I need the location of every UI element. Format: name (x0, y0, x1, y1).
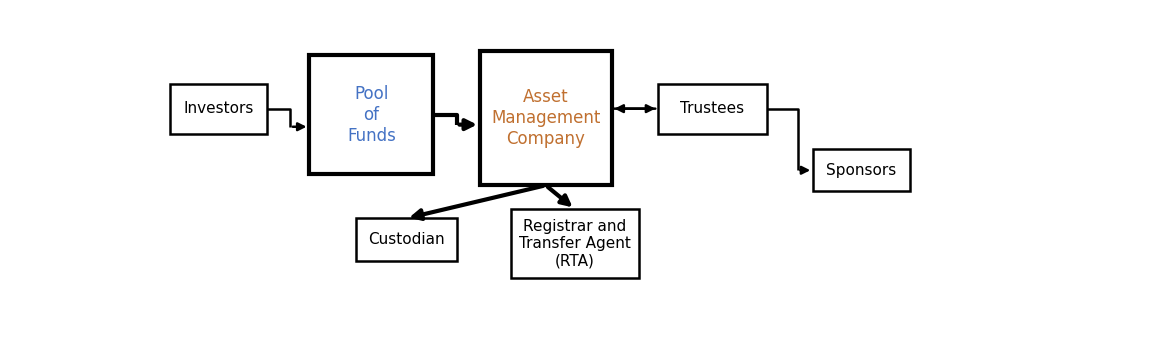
Text: Custodian: Custodian (368, 232, 445, 247)
Bar (170, 84, 266, 134)
Text: Investors: Investors (183, 101, 253, 116)
Bar (355, 218, 456, 261)
Bar (511, 209, 639, 278)
Bar (480, 51, 611, 185)
Text: Registrar and
Transfer Agent
(RTA): Registrar and Transfer Agent (RTA) (518, 219, 631, 269)
Bar (310, 55, 433, 174)
Text: Trustees: Trustees (680, 101, 745, 116)
Bar (813, 149, 910, 191)
Text: Asset
Management
Company: Asset Management Company (491, 88, 601, 148)
Text: Sponsors: Sponsors (827, 163, 896, 178)
Bar (658, 84, 767, 134)
Text: Pool
of
Funds: Pool of Funds (347, 85, 395, 144)
